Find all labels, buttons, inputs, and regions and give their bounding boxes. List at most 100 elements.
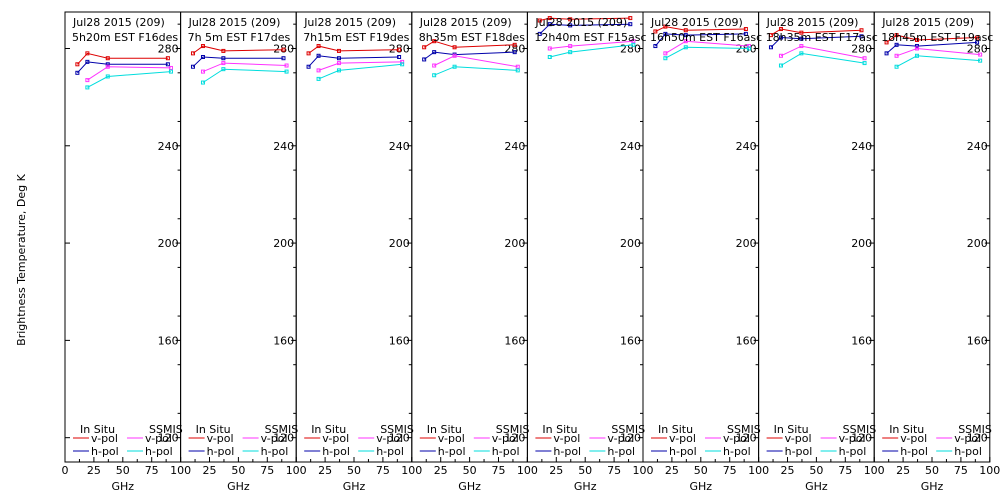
data-point-ssmis-hpol	[746, 46, 751, 51]
series-line-insitu-hpol	[770, 35, 862, 48]
x-tick-label: 75	[838, 464, 852, 477]
legend-label-ssmis-hpol: h-pol	[839, 445, 867, 458]
x-tick-label: 50	[925, 464, 939, 477]
series-line-insitu-hpol	[539, 23, 631, 35]
data-point-ssmis-hpol	[452, 64, 457, 69]
data-point-ssmis-hpol	[663, 56, 668, 61]
series-group	[768, 27, 867, 68]
legend-label-ssmis-vpol: v-pol	[723, 432, 750, 445]
series-line-ssmis-hpol	[87, 71, 171, 88]
series-line-ssmis-vpol	[202, 62, 287, 73]
series-line-insitu-vpol	[308, 45, 400, 54]
y-tick-label: 160	[389, 334, 410, 347]
legend-label-ssmis-vpol: v-pol	[607, 432, 634, 445]
x-axis-label: GHz	[921, 480, 944, 493]
x-tick-label: 25	[549, 464, 563, 477]
data-point-insitu-vpol	[975, 35, 980, 40]
y-tick-label: 160	[967, 334, 988, 347]
series-group	[422, 39, 520, 78]
data-point-ssmis-hpol	[914, 53, 919, 58]
y-tick-label: 200	[504, 237, 525, 250]
legend-label-insitu-vpol: v-pol	[553, 432, 580, 445]
legend-insitu-header: In Situ	[427, 423, 462, 436]
data-point-ssmis-vpol	[168, 65, 173, 70]
legend-label-insitu-vpol: v-pol	[900, 432, 927, 445]
chart-panel-8: 25 50 75 100 120 160 200 240 280 Jul28 2015 (209)…	[873, 11, 1000, 493]
data-point-insitu-vpol	[743, 27, 748, 32]
data-point-insitu-vpol	[85, 51, 90, 56]
data-point-insitu-hpol	[165, 62, 170, 67]
y-tick-label: 120	[620, 432, 641, 445]
data-point-ssmis-hpol	[221, 67, 226, 72]
data-point-insitu-hpol	[653, 44, 658, 49]
legend-label-ssmis-hpol: h-pol	[376, 445, 404, 458]
x-axis-label: GHz	[574, 480, 597, 493]
data-point-ssmis-vpol	[316, 68, 321, 73]
series-group	[75, 51, 173, 90]
data-point-insitu-hpol	[547, 22, 552, 27]
series-line-insitu-hpol	[423, 51, 515, 60]
data-point-ssmis-vpol	[452, 53, 457, 58]
series-group	[190, 44, 289, 85]
data-point-ssmis-hpol	[336, 68, 341, 73]
legend-insitu-header: In Situ	[658, 423, 693, 436]
data-point-insitu-vpol	[432, 39, 437, 44]
chart-panel-5: 25 50 75 100 120 160 200 240 280 Jul28 2015 (209)…	[526, 11, 654, 493]
x-tick-label: 75	[607, 464, 621, 477]
data-point-insitu-vpol	[397, 47, 402, 52]
y-tick-label: 280	[273, 42, 294, 55]
y-tick-label: 280	[389, 42, 410, 55]
legend-label-insitu-vpol: v-pol	[785, 432, 812, 445]
data-point-insitu-hpol	[190, 64, 195, 69]
legend-label-insitu-hpol: h-pol	[207, 445, 235, 458]
series-line-ssmis-vpol	[665, 40, 749, 54]
data-point-insitu-hpol	[422, 57, 427, 62]
data-point-ssmis-vpol	[894, 53, 899, 58]
x-axis-label: GHz	[227, 480, 250, 493]
y-tick-label: 160	[273, 334, 294, 347]
data-point-insitu-hpol	[85, 59, 90, 64]
legend-label-insitu-hpol: h-pol	[322, 445, 350, 458]
data-point-insitu-hpol	[799, 36, 804, 41]
legend-insitu-header: In Situ	[889, 423, 924, 436]
data-point-ssmis-hpol	[200, 80, 205, 85]
data-point-insitu-vpol	[512, 42, 517, 47]
x-tick-label: 50	[463, 464, 477, 477]
series-line-ssmis-hpol	[549, 44, 634, 58]
x-tick-label: 100	[864, 464, 885, 477]
data-point-insitu-hpol	[281, 56, 286, 61]
panel-title: Jul28 2015 (209)	[419, 16, 512, 29]
legend-label-insitu-vpol: v-pol	[322, 432, 349, 445]
y-tick-label: 240	[851, 140, 872, 153]
data-point-ssmis-hpol	[568, 50, 573, 55]
x-tick-label: 0	[62, 464, 69, 477]
data-point-ssmis-vpol	[978, 52, 983, 57]
legend-insitu-header: In Situ	[80, 423, 115, 436]
data-point-ssmis-vpol	[547, 46, 552, 51]
y-tick-label: 200	[967, 237, 988, 250]
data-point-insitu-vpol	[778, 27, 783, 32]
y-tick-label: 280	[736, 42, 757, 55]
panel-subtitle: 16h50m EST F16asc	[650, 31, 762, 44]
y-tick-label: 240	[389, 140, 410, 153]
series-line-ssmis-vpol	[549, 40, 634, 49]
panel-subtitle: 5h20m EST F16des	[72, 31, 178, 44]
x-tick-label: 25	[781, 464, 795, 477]
legend-label-ssmis-vpol: v-pol	[376, 432, 403, 445]
x-tick-label: 25	[896, 464, 910, 477]
data-point-ssmis-vpol	[432, 63, 437, 68]
data-point-ssmis-vpol	[515, 64, 520, 69]
data-point-insitu-hpol	[316, 53, 321, 58]
panel-subtitle: 8h35m EST F18des	[419, 31, 525, 44]
data-point-ssmis-vpol	[778, 53, 783, 58]
legend-ssmis-header: SSMIS	[611, 423, 645, 436]
legend-ssmis-header: SSMIS	[843, 423, 877, 436]
panel-frame	[873, 11, 991, 463]
legend-label-insitu-hpol: h-pol	[438, 445, 466, 458]
